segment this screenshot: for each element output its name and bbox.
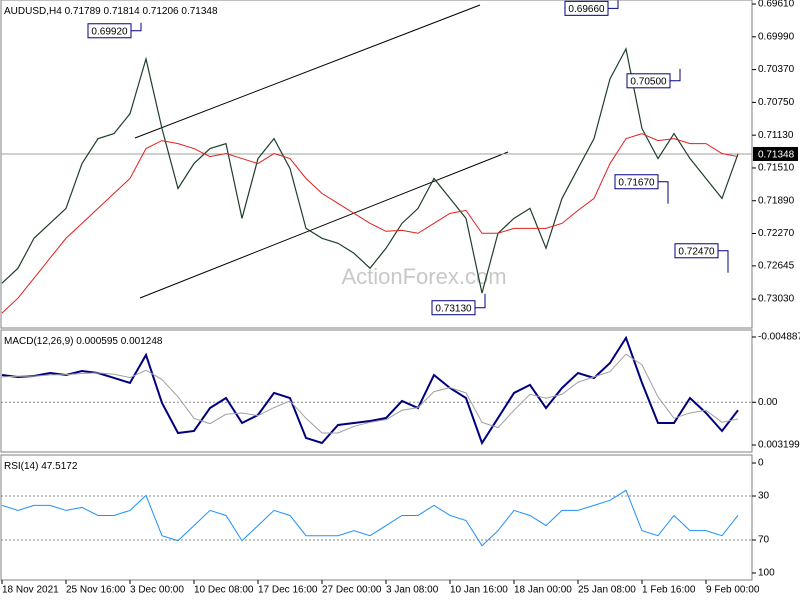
x-tick-label: 3 Dec 00:00 <box>130 585 184 596</box>
series-line <box>1 133 739 314</box>
annotation-connector <box>608 0 619 9</box>
x-tick-label: 18 Nov 2021 <box>2 585 59 596</box>
y-tick-label: 0.72270 <box>758 228 795 239</box>
x-tick-label: 25 Nov 16:00 <box>66 585 126 596</box>
x-tick-label: 10 Dec 08:00 <box>194 585 254 596</box>
x-tick-label: 18 Jan 00:00 <box>514 585 572 596</box>
annotation-label: 0.70500 <box>630 76 667 87</box>
watermark: ActionForex.com <box>341 264 506 289</box>
annotation-label: 0.69660 <box>568 4 605 15</box>
annotation-connector <box>718 250 729 273</box>
header-value: 0.71789 <box>65 6 102 17</box>
annotation-connector <box>670 68 681 82</box>
y-tick-label: 0.73030 <box>758 294 795 305</box>
x-tick-label: 9 Feb 00:00 <box>706 585 760 596</box>
header-value: 0.001248 <box>121 336 163 347</box>
y-tick-label: -0.004887 <box>758 332 800 343</box>
x-tick-label: 10 Jan 16:00 <box>450 585 508 596</box>
series-line <box>1 335 739 446</box>
y-tick-label: 100 <box>758 568 775 579</box>
x-tick-label: 25 Jan 08:00 <box>578 585 636 596</box>
annotation-connector <box>658 181 669 204</box>
panel-header: MACD(12,26,9) 0.000595 0.001248 <box>4 336 163 347</box>
header-value: 0.71206 <box>142 6 179 17</box>
x-tick-label: 17 Dec 16:00 <box>258 585 318 596</box>
current-price-label: 0.71348 <box>758 150 795 161</box>
panel-frame <box>0 454 753 581</box>
y-tick-label: 0.72645 <box>758 261 795 272</box>
annotation-label: 0.73130 <box>435 303 472 314</box>
panel-title: AUDUSD,H4 <box>4 6 62 17</box>
panel-header: RSI(14) 47.5172 <box>4 461 78 472</box>
annotation-connector <box>131 22 142 32</box>
series-line <box>1 489 739 547</box>
annotation-connector <box>475 293 486 309</box>
y-tick-label: 0.71890 <box>758 195 795 206</box>
x-tick-label: 3 Jan 08:00 <box>386 585 439 596</box>
annotation-label: 0.72470 <box>678 246 715 257</box>
y-tick-label: 0.71510 <box>758 163 795 174</box>
series-line <box>1 47 739 294</box>
y-tick-label: 0.00 <box>758 397 778 408</box>
x-tick-label: 27 Dec 00:00 <box>322 585 382 596</box>
panel-frame <box>0 329 753 453</box>
y-tick-label: 0.70370 <box>758 64 795 75</box>
y-tick-label: 0.003199 <box>758 440 800 451</box>
y-tick-label: 30 <box>758 491 770 502</box>
header-value: 0.000595 <box>76 336 118 347</box>
y-tick-label: 0.70750 <box>758 97 795 108</box>
x-tick-label: 1 Feb 16:00 <box>642 585 696 596</box>
y-tick-label: 0.69610 <box>758 0 795 10</box>
channel-upper <box>134 4 481 139</box>
series-line <box>1 353 739 434</box>
annotation-label: 0.69920 <box>91 26 128 37</box>
panel-frame <box>0 0 753 329</box>
header-value: 0.71348 <box>181 6 218 17</box>
y-tick-label: 70 <box>758 535 770 546</box>
panel-title: RSI(14) <box>4 461 38 472</box>
y-tick-label: 0.71130 <box>758 130 794 141</box>
channel-lower <box>139 151 509 299</box>
annotation-label: 0.71670 <box>618 177 655 188</box>
panel-title: MACD(12,26,9) <box>4 336 73 347</box>
y-tick-label: 0 <box>758 458 764 469</box>
panel-header: AUDUSD,H4 0.71789 0.71814 0.71206 0.7134… <box>4 6 218 17</box>
current-price-box <box>753 146 798 161</box>
header-value: 0.71814 <box>104 6 141 17</box>
header-value: 47.5172 <box>41 461 78 472</box>
y-tick-label: 0.69990 <box>758 31 795 42</box>
